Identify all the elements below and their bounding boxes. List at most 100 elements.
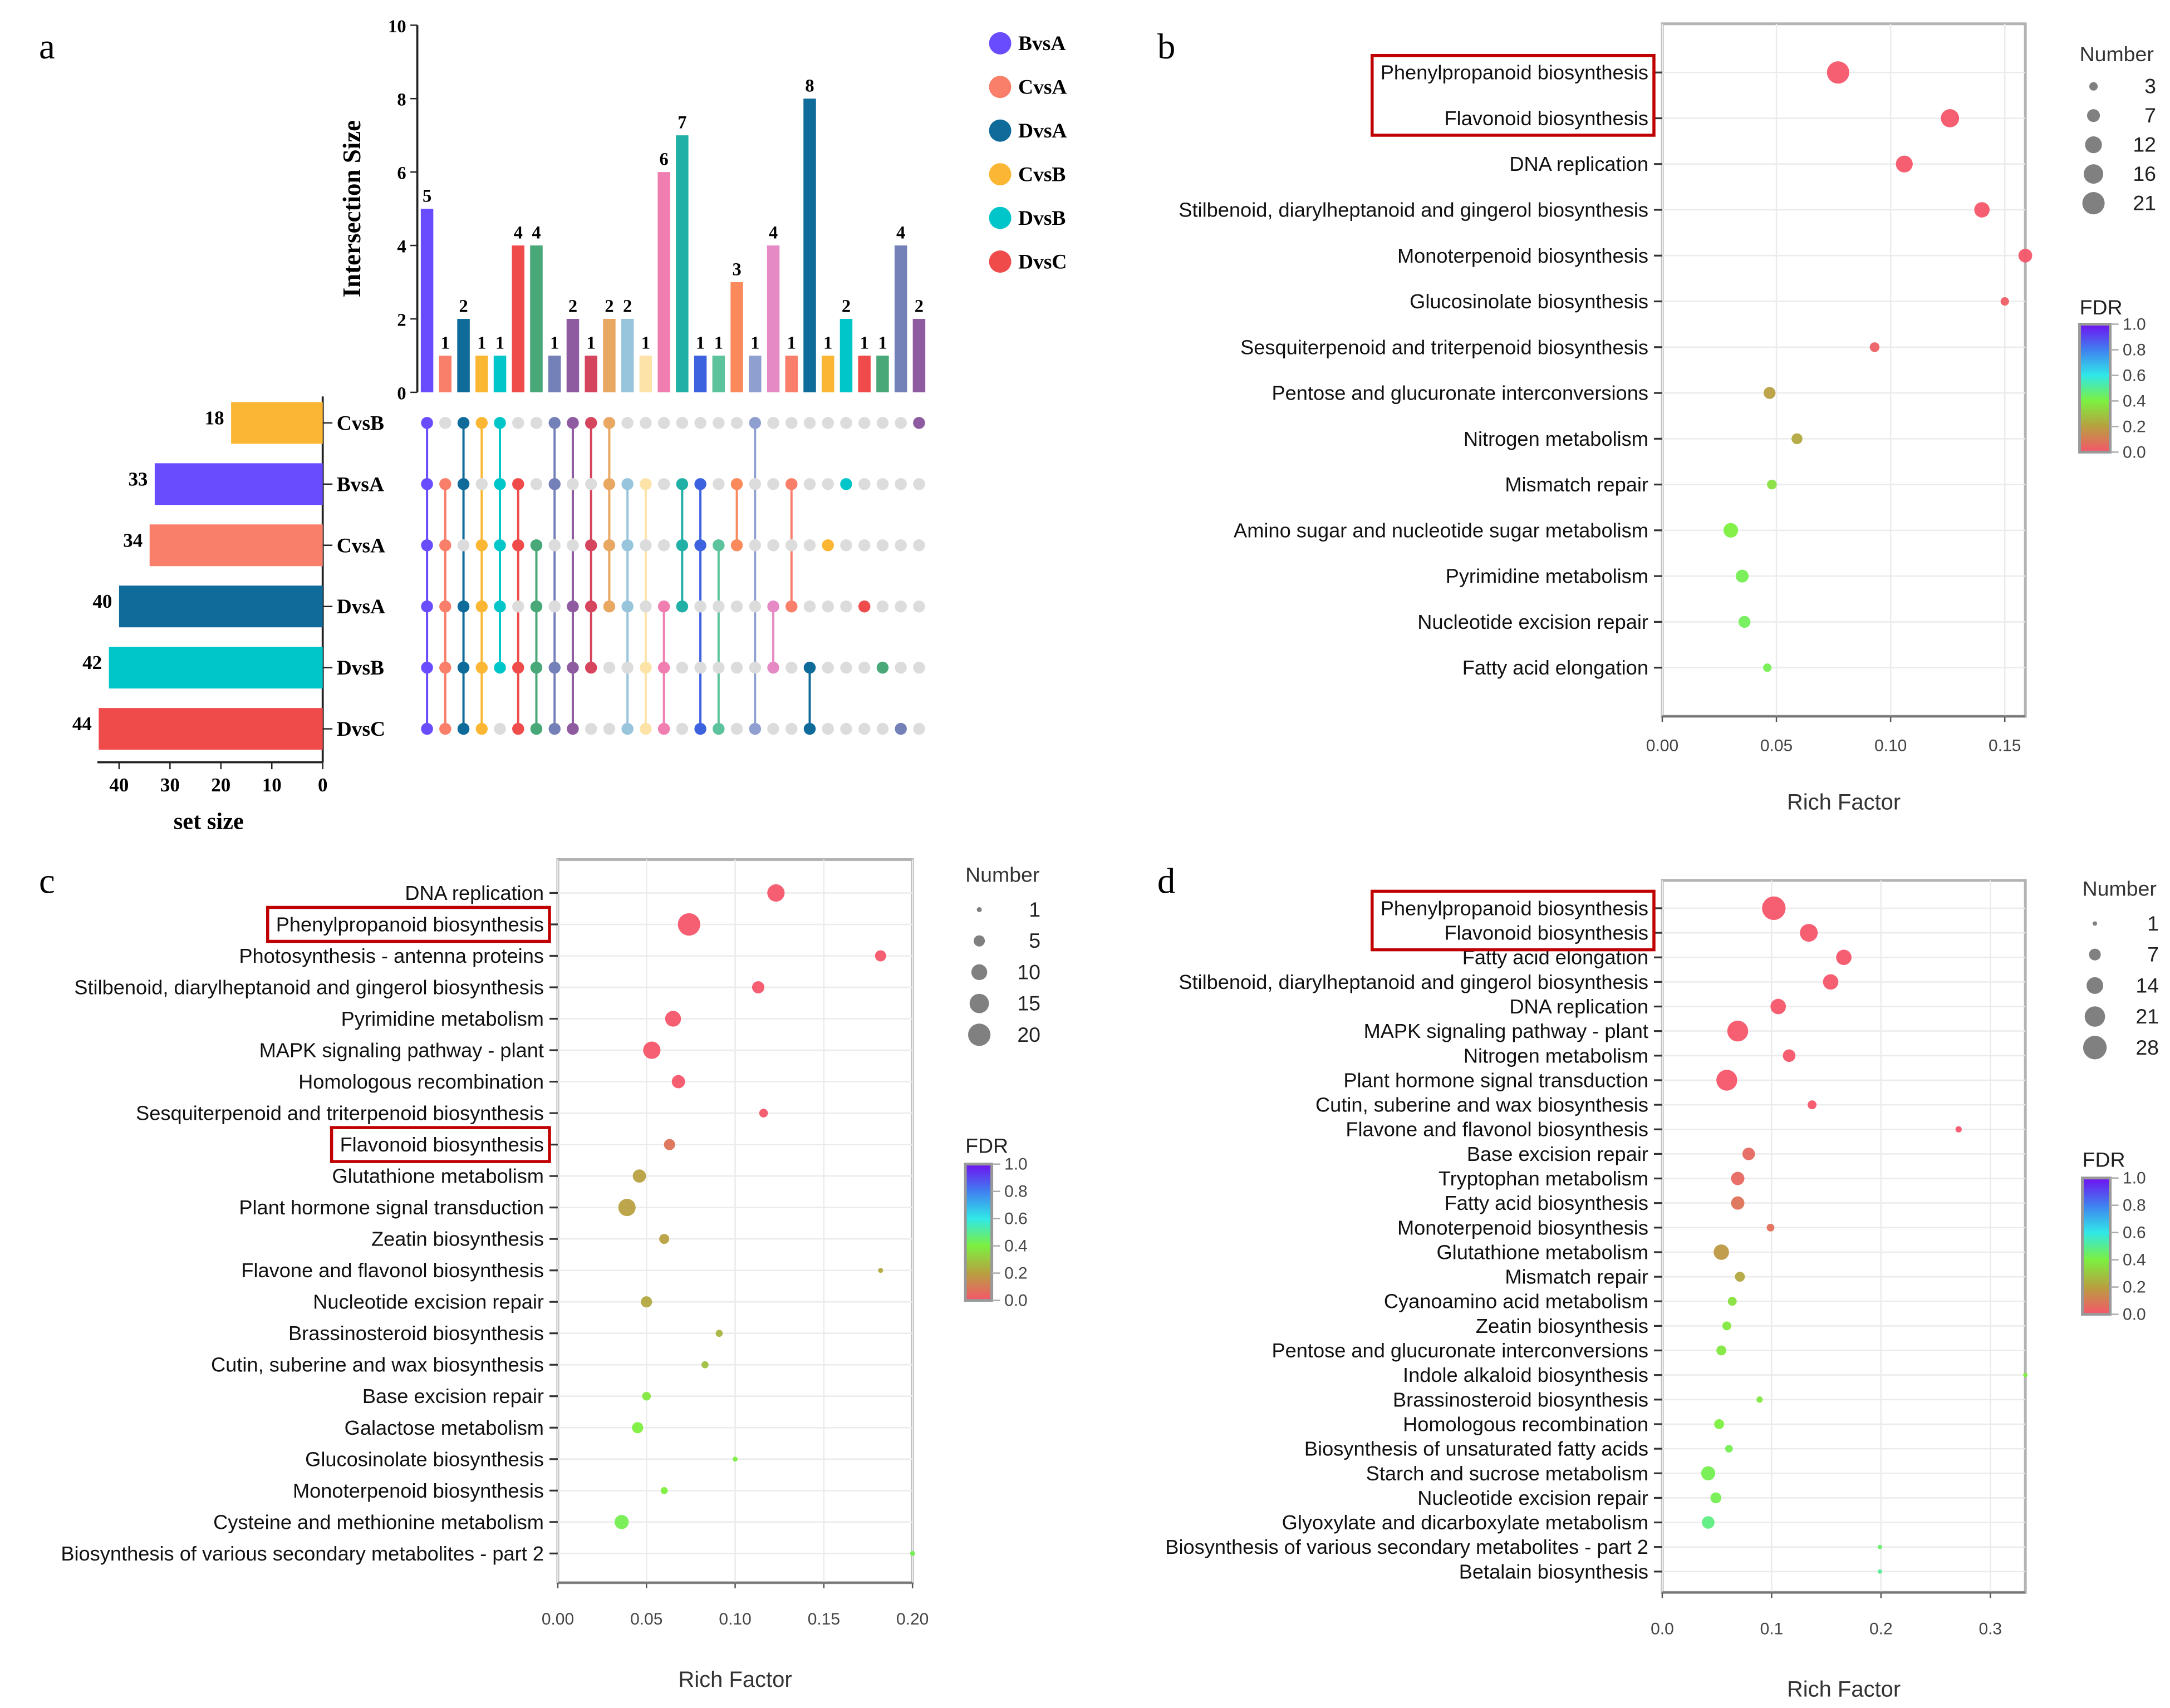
- membership-dot-empty: [657, 539, 670, 552]
- bar-value-label: 1: [714, 333, 723, 353]
- membership-dot-empty: [730, 661, 743, 674]
- membership-dot-empty: [621, 417, 634, 429]
- x-tick-label: 0.0: [1651, 1620, 1674, 1638]
- data-point: [875, 950, 886, 962]
- pathway-label: Pentose and glucuronate interconversions: [1271, 1339, 1648, 1362]
- membership-dot-filled: [895, 722, 907, 735]
- data-point: [1762, 896, 1786, 921]
- pathway-label: Photosynthesis - antenna proteins: [239, 944, 544, 967]
- color-legend-title: FDR: [965, 1134, 1008, 1158]
- data-point: [1710, 1492, 1722, 1504]
- data-point: [643, 1041, 661, 1059]
- membership-dot-empty: [730, 722, 743, 735]
- data-point: [1877, 1544, 1882, 1549]
- pathway-label: MAPK signaling pathway - plant: [259, 1039, 544, 1062]
- colorbar-tick-label: 0.0: [1004, 1292, 1028, 1310]
- size-legend-label: 5: [1029, 929, 1040, 952]
- bar-value-label: 1: [441, 333, 450, 353]
- intersection-bar: [621, 318, 634, 392]
- membership-dot-filled: [767, 661, 779, 674]
- x-axis-title: Rich Factor: [1787, 1677, 1901, 1702]
- set-size-bar: [119, 585, 323, 628]
- membership-dot-empty: [749, 600, 762, 613]
- bar-value-label: 4: [532, 223, 541, 243]
- membership-dot-filled: [512, 478, 524, 490]
- membership-dot-filled: [640, 661, 652, 674]
- pathway-label: Homologous recombination: [298, 1070, 544, 1093]
- membership-dot-empty: [457, 539, 470, 552]
- bar-value-label: 2: [459, 296, 468, 316]
- membership-dot-filled: [567, 661, 579, 674]
- y-tick-label: 0: [397, 383, 406, 403]
- membership-dot-empty: [803, 417, 816, 429]
- data-point: [701, 1361, 709, 1369]
- membership-dot-filled: [439, 539, 451, 552]
- membership-dot-filled: [548, 661, 561, 674]
- data-point: [1766, 1223, 1775, 1232]
- pathway-label: Glucosinolate biosynthesis: [1410, 290, 1648, 313]
- intersection-bar: [530, 245, 543, 392]
- intersection-bar: [420, 209, 434, 392]
- data-point: [1770, 998, 1786, 1015]
- pathway-label: Glyoxylate and dicarboxylate metabolism: [1282, 1511, 1648, 1534]
- bar-value-label: 1: [587, 333, 596, 353]
- pathway-label: Phenylpropanoid biosynthesis: [276, 913, 544, 936]
- membership-dot-empty: [621, 661, 634, 674]
- pathway-label: Biosynthesis of various secondary metabo…: [1165, 1535, 1648, 1558]
- membership-dot-empty: [913, 722, 925, 735]
- legend-swatch: [989, 163, 1012, 186]
- x-tick-label: 0.20: [896, 1610, 929, 1628]
- membership-dot-empty: [895, 478, 907, 490]
- intersection-bar: [566, 318, 580, 392]
- data-point: [1731, 1172, 1745, 1185]
- pathway-label: Mismatch repair: [1505, 1266, 1648, 1288]
- panel-letter: d: [1157, 861, 1175, 901]
- set-name-label: DvsA: [337, 595, 385, 618]
- legend-label: DvsB: [1018, 207, 1066, 230]
- data-point: [1742, 1148, 1755, 1160]
- set-size-value: 33: [128, 468, 148, 490]
- x-tick-label: 0.00: [1646, 737, 1678, 755]
- size-legend-label: 10: [1017, 960, 1040, 983]
- data-point: [715, 1330, 723, 1337]
- membership-dot-filled: [640, 722, 652, 735]
- pathway-label: Zeatin biosynthesis: [1476, 1315, 1648, 1337]
- x-tick-label: 0.3: [1978, 1620, 2002, 1638]
- data-point: [1725, 1445, 1733, 1453]
- membership-dot-empty: [858, 417, 871, 429]
- membership-dot-filled: [640, 478, 652, 490]
- color-legend-title: FDR: [2080, 296, 2123, 319]
- membership-dot-filled: [439, 478, 451, 490]
- set-name-label: DvsC: [337, 718, 385, 741]
- pathway-label: Glutathione metabolism: [332, 1165, 544, 1188]
- pathway-label: Monoterpenoid biosynthesis: [1397, 244, 1648, 267]
- bar-value-label: 1: [641, 333, 650, 353]
- membership-dot-empty: [803, 478, 816, 490]
- data-point: [665, 1011, 681, 1027]
- membership-dot-filled: [512, 661, 524, 674]
- set-size-bar: [149, 524, 323, 567]
- highlight-box: [330, 1126, 551, 1163]
- colorbar-tick-label: 0.2: [2123, 1278, 2146, 1297]
- data-point: [1955, 1126, 1962, 1133]
- intersection-bar: [894, 245, 907, 392]
- data-point: [752, 981, 765, 994]
- membership-dot-empty: [822, 478, 834, 490]
- membership-dot-empty: [858, 722, 871, 735]
- data-point: [1714, 1419, 1725, 1429]
- membership-dot-filled: [548, 417, 561, 429]
- membership-dot-filled: [767, 600, 779, 613]
- colorbar-tick-label: 0.6: [2123, 366, 2146, 385]
- pathway-label: Base excision repair: [1467, 1143, 1648, 1165]
- bar-value-label: 7: [677, 113, 686, 133]
- membership-dot-empty: [785, 722, 798, 735]
- membership-dot-filled: [603, 417, 616, 429]
- membership-dot-empty: [694, 600, 706, 613]
- membership-dot-filled: [585, 417, 597, 429]
- set-size-bar: [231, 402, 323, 444]
- fdr-colorbar: [964, 1163, 994, 1302]
- membership-dot-empty: [913, 539, 925, 552]
- size-legend-dot: [974, 935, 985, 947]
- membership-dot-empty: [840, 722, 852, 735]
- pathway-label: Nitrogen metabolism: [1464, 427, 1648, 450]
